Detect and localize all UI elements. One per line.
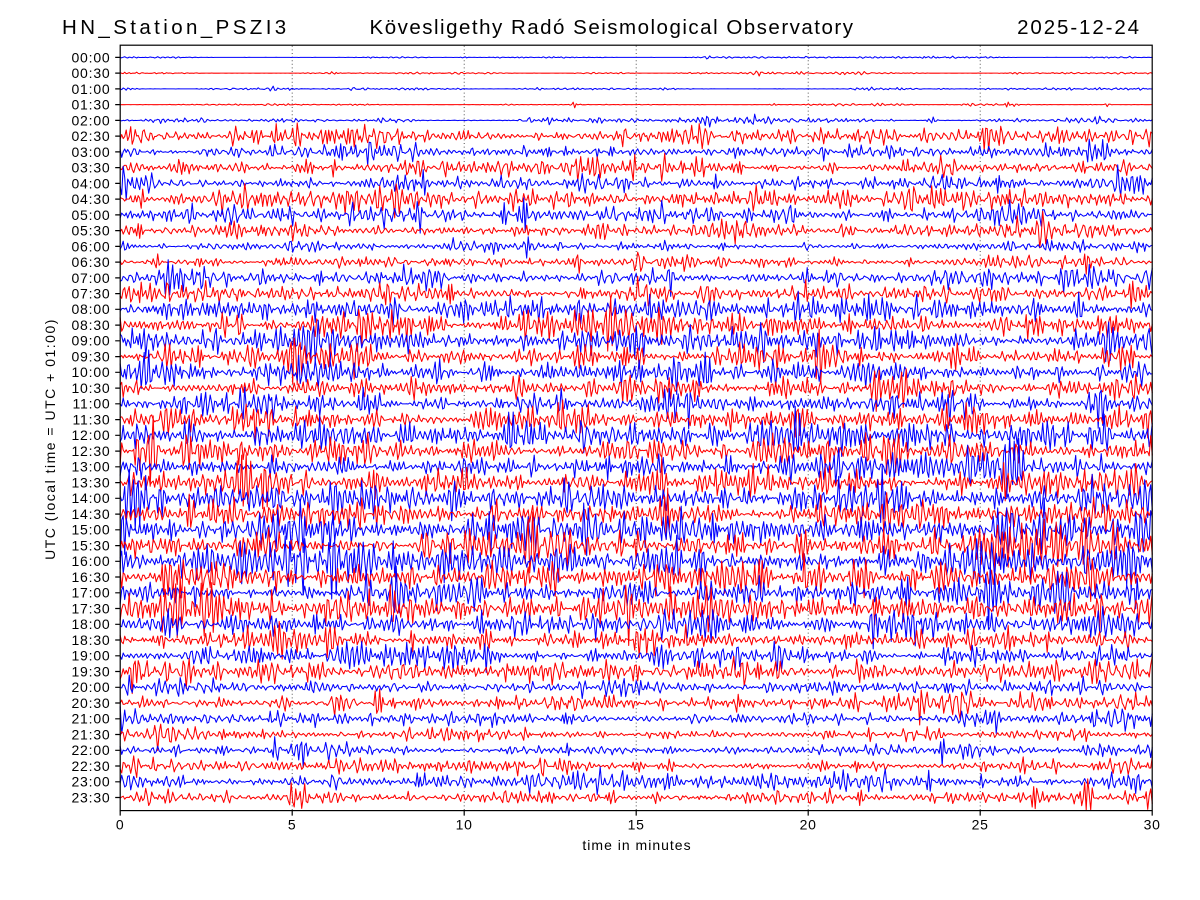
svg-text:18:30: 18:30 xyxy=(71,632,110,648)
svg-text:08:30: 08:30 xyxy=(71,317,110,333)
svg-text:05:00: 05:00 xyxy=(71,207,110,223)
svg-text:21:00: 21:00 xyxy=(71,711,110,727)
svg-text:20:00: 20:00 xyxy=(71,679,110,695)
svg-text:10:30: 10:30 xyxy=(71,380,110,396)
svg-text:21:30: 21:30 xyxy=(71,726,110,742)
svg-text:19:00: 19:00 xyxy=(71,648,110,664)
svg-text:17:30: 17:30 xyxy=(71,600,110,616)
svg-text:06:30: 06:30 xyxy=(71,254,110,270)
svg-text:01:00: 01:00 xyxy=(71,81,110,97)
svg-text:00:00: 00:00 xyxy=(71,49,110,65)
svg-text:23:30: 23:30 xyxy=(71,789,110,805)
svg-text:14:30: 14:30 xyxy=(71,506,110,522)
svg-text:10:00: 10:00 xyxy=(71,364,110,380)
svg-text:00:30: 00:30 xyxy=(71,65,110,81)
svg-text:30: 30 xyxy=(1144,817,1161,833)
svg-text:09:00: 09:00 xyxy=(71,333,110,349)
svg-text:07:30: 07:30 xyxy=(71,286,110,302)
svg-text:time in minutes: time in minutes xyxy=(582,837,691,853)
svg-text:5: 5 xyxy=(288,817,297,833)
svg-text:13:00: 13:00 xyxy=(71,459,110,475)
svg-text:06:00: 06:00 xyxy=(71,238,110,254)
svg-text:12:30: 12:30 xyxy=(71,443,110,459)
svg-text:02:30: 02:30 xyxy=(71,128,110,144)
svg-text:02:00: 02:00 xyxy=(71,112,110,128)
svg-text:12:00: 12:00 xyxy=(71,427,110,443)
svg-text:11:00: 11:00 xyxy=(73,396,111,412)
svg-text:13:30: 13:30 xyxy=(71,475,110,491)
svg-text:05:30: 05:30 xyxy=(71,223,110,239)
svg-text:15:30: 15:30 xyxy=(71,538,110,554)
svg-text:UTC (local time = UTC + 01:00): UTC (local time = UTC + 01:00) xyxy=(42,318,58,560)
svg-text:09:30: 09:30 xyxy=(71,349,110,365)
svg-text:20:30: 20:30 xyxy=(71,695,110,711)
svg-text:11:30: 11:30 xyxy=(73,412,111,428)
svg-text:18:00: 18:00 xyxy=(71,616,110,632)
svg-text:22:00: 22:00 xyxy=(71,742,110,758)
svg-text:0: 0 xyxy=(116,817,125,833)
svg-text:10: 10 xyxy=(456,817,473,833)
svg-text:17:00: 17:00 xyxy=(71,585,110,601)
svg-text:03:00: 03:00 xyxy=(71,144,110,160)
svg-text:08:00: 08:00 xyxy=(71,301,110,317)
svg-text:04:30: 04:30 xyxy=(71,191,110,207)
svg-text:20: 20 xyxy=(800,817,817,833)
svg-text:23:00: 23:00 xyxy=(71,774,110,790)
svg-text:14:00: 14:00 xyxy=(71,490,110,506)
svg-text:16:00: 16:00 xyxy=(71,553,110,569)
svg-text:15: 15 xyxy=(628,817,645,833)
svg-text:01:30: 01:30 xyxy=(71,97,110,113)
svg-text:2025-12-24: 2025-12-24 xyxy=(1017,16,1141,39)
svg-text:HN_Station_PSZI3: HN_Station_PSZI3 xyxy=(62,16,290,39)
svg-text:19:30: 19:30 xyxy=(71,663,110,679)
svg-text:07:00: 07:00 xyxy=(71,270,110,286)
svg-text:Kövesligethy Radó Seismologica: Kövesligethy Radó Seismological Observat… xyxy=(370,16,855,39)
svg-text:25: 25 xyxy=(972,817,989,833)
svg-text:03:30: 03:30 xyxy=(71,160,110,176)
svg-text:22:30: 22:30 xyxy=(71,758,110,774)
svg-text:15:00: 15:00 xyxy=(71,522,110,538)
svg-text:04:00: 04:00 xyxy=(71,175,110,191)
svg-text:16:30: 16:30 xyxy=(71,569,110,585)
